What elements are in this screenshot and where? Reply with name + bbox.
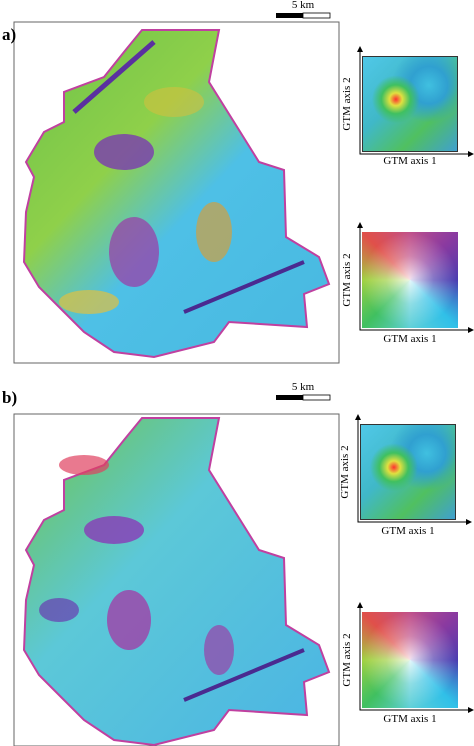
color-glow: [362, 612, 458, 708]
patch: [109, 217, 159, 287]
scale-bar: [276, 395, 303, 400]
y-axis-label: GTM axis 2: [341, 253, 353, 306]
patch: [144, 87, 204, 117]
x-axis-label: GTM axis 1: [383, 333, 436, 345]
color-key-b: [362, 612, 458, 708]
color-key-a: [362, 232, 458, 328]
map-a: [23, 29, 330, 358]
scale-bar-label: 5 km: [292, 0, 315, 11]
scale-bar: [276, 13, 303, 18]
axes: [357, 52, 468, 711]
panel-label: b): [2, 388, 17, 407]
axis-arrows: [355, 46, 474, 713]
map-b: [23, 417, 330, 746]
patch: [39, 598, 79, 622]
color-glow: [362, 232, 458, 328]
patch: [59, 455, 109, 475]
y-axis-label: GTM axis 2: [341, 77, 353, 130]
x-axis-label: GTM axis 1: [383, 713, 436, 725]
map-frame: [13, 413, 340, 746]
y-axis-label: GTM axis 2: [339, 445, 351, 498]
scale-bar-label: 5 km: [292, 381, 315, 393]
patch: [84, 516, 144, 544]
map-frame: [13, 21, 340, 364]
patch: [196, 202, 232, 262]
scale-bar: [302, 12, 331, 19]
gtm-map-b: [360, 424, 456, 520]
lineament: [183, 648, 305, 702]
patch: [59, 290, 119, 314]
gtm-map-a: [362, 56, 458, 152]
lineament: [72, 40, 156, 114]
patch: [94, 134, 154, 170]
patch: [107, 590, 151, 650]
x-axis-label: GTM axis 1: [381, 525, 434, 537]
scale-bar: [302, 394, 331, 401]
y-axis-label: GTM axis 2: [341, 633, 353, 686]
lineament: [183, 260, 305, 314]
x-axis-label: GTM axis 1: [383, 155, 436, 167]
patch: [204, 625, 234, 675]
panel-label: a): [2, 25, 16, 44]
